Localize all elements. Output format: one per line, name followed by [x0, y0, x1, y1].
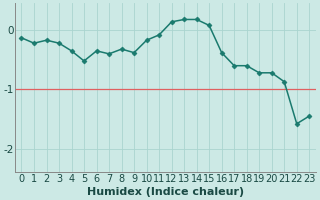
X-axis label: Humidex (Indice chaleur): Humidex (Indice chaleur) [87, 187, 244, 197]
